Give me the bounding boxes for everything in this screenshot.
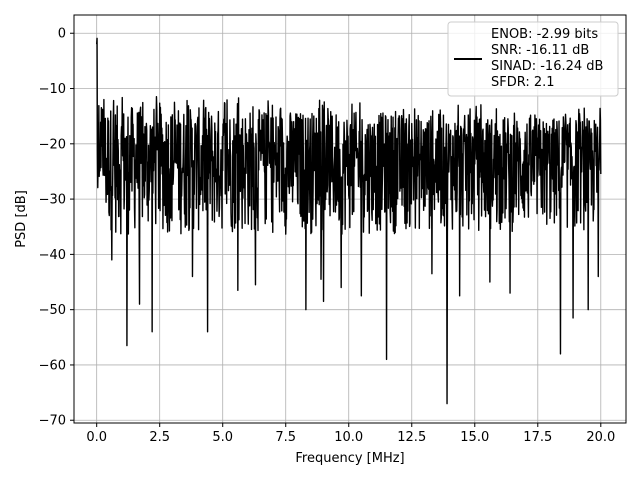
legend-sfdr: SFDR: 2.1 bbox=[491, 75, 555, 90]
x-tick-label: 17.5 bbox=[523, 430, 552, 445]
y-tick-label: −60 bbox=[39, 358, 66, 373]
y-tick-label: −10 bbox=[39, 82, 66, 97]
plot-frame bbox=[73, 14, 627, 424]
legend-sinad: SINAD: -16.24 dB bbox=[491, 59, 603, 74]
x-tick-label: 2.5 bbox=[149, 430, 170, 445]
legend-snr: SNR: -16.11 dB bbox=[491, 43, 589, 58]
x-tick-label: 5.0 bbox=[212, 430, 233, 445]
y-tick-label: −70 bbox=[39, 414, 66, 429]
x-tick-label: 20.0 bbox=[586, 430, 615, 445]
y-tick-label: −20 bbox=[39, 137, 66, 152]
y-axis: 0 −10 −20 −30 −40 −50 −60 −70 bbox=[39, 27, 74, 429]
x-tick-label: 0.0 bbox=[86, 430, 107, 445]
legend-enob: ENOB: -2.99 bits bbox=[491, 27, 598, 42]
legend-box bbox=[447, 21, 619, 97]
series-layer bbox=[95, 37, 602, 405]
x-tick-label: 12.5 bbox=[397, 430, 426, 445]
y-axis-label: PSD [dB] bbox=[14, 190, 29, 248]
x-tick-label: 10.0 bbox=[334, 430, 363, 445]
x-axis: 0.0 2.5 5.0 7.5 10.0 12.5 15.0 17.5 20.0 bbox=[86, 423, 615, 445]
y-tick-label: −30 bbox=[39, 193, 66, 208]
y-tick-label: −50 bbox=[39, 303, 66, 318]
legend: ENOB: -2.99 bits SNR: -16.11 dB SINAD: -… bbox=[447, 21, 619, 97]
y-tick-label: −40 bbox=[39, 248, 66, 263]
y-tick-label: 0 bbox=[58, 27, 66, 42]
psd-series-line bbox=[95, 37, 602, 405]
x-tick-label: 15.0 bbox=[460, 430, 489, 445]
x-axis-label: Frequency [MHz] bbox=[295, 451, 404, 466]
x-tick-label: 7.5 bbox=[275, 430, 296, 445]
